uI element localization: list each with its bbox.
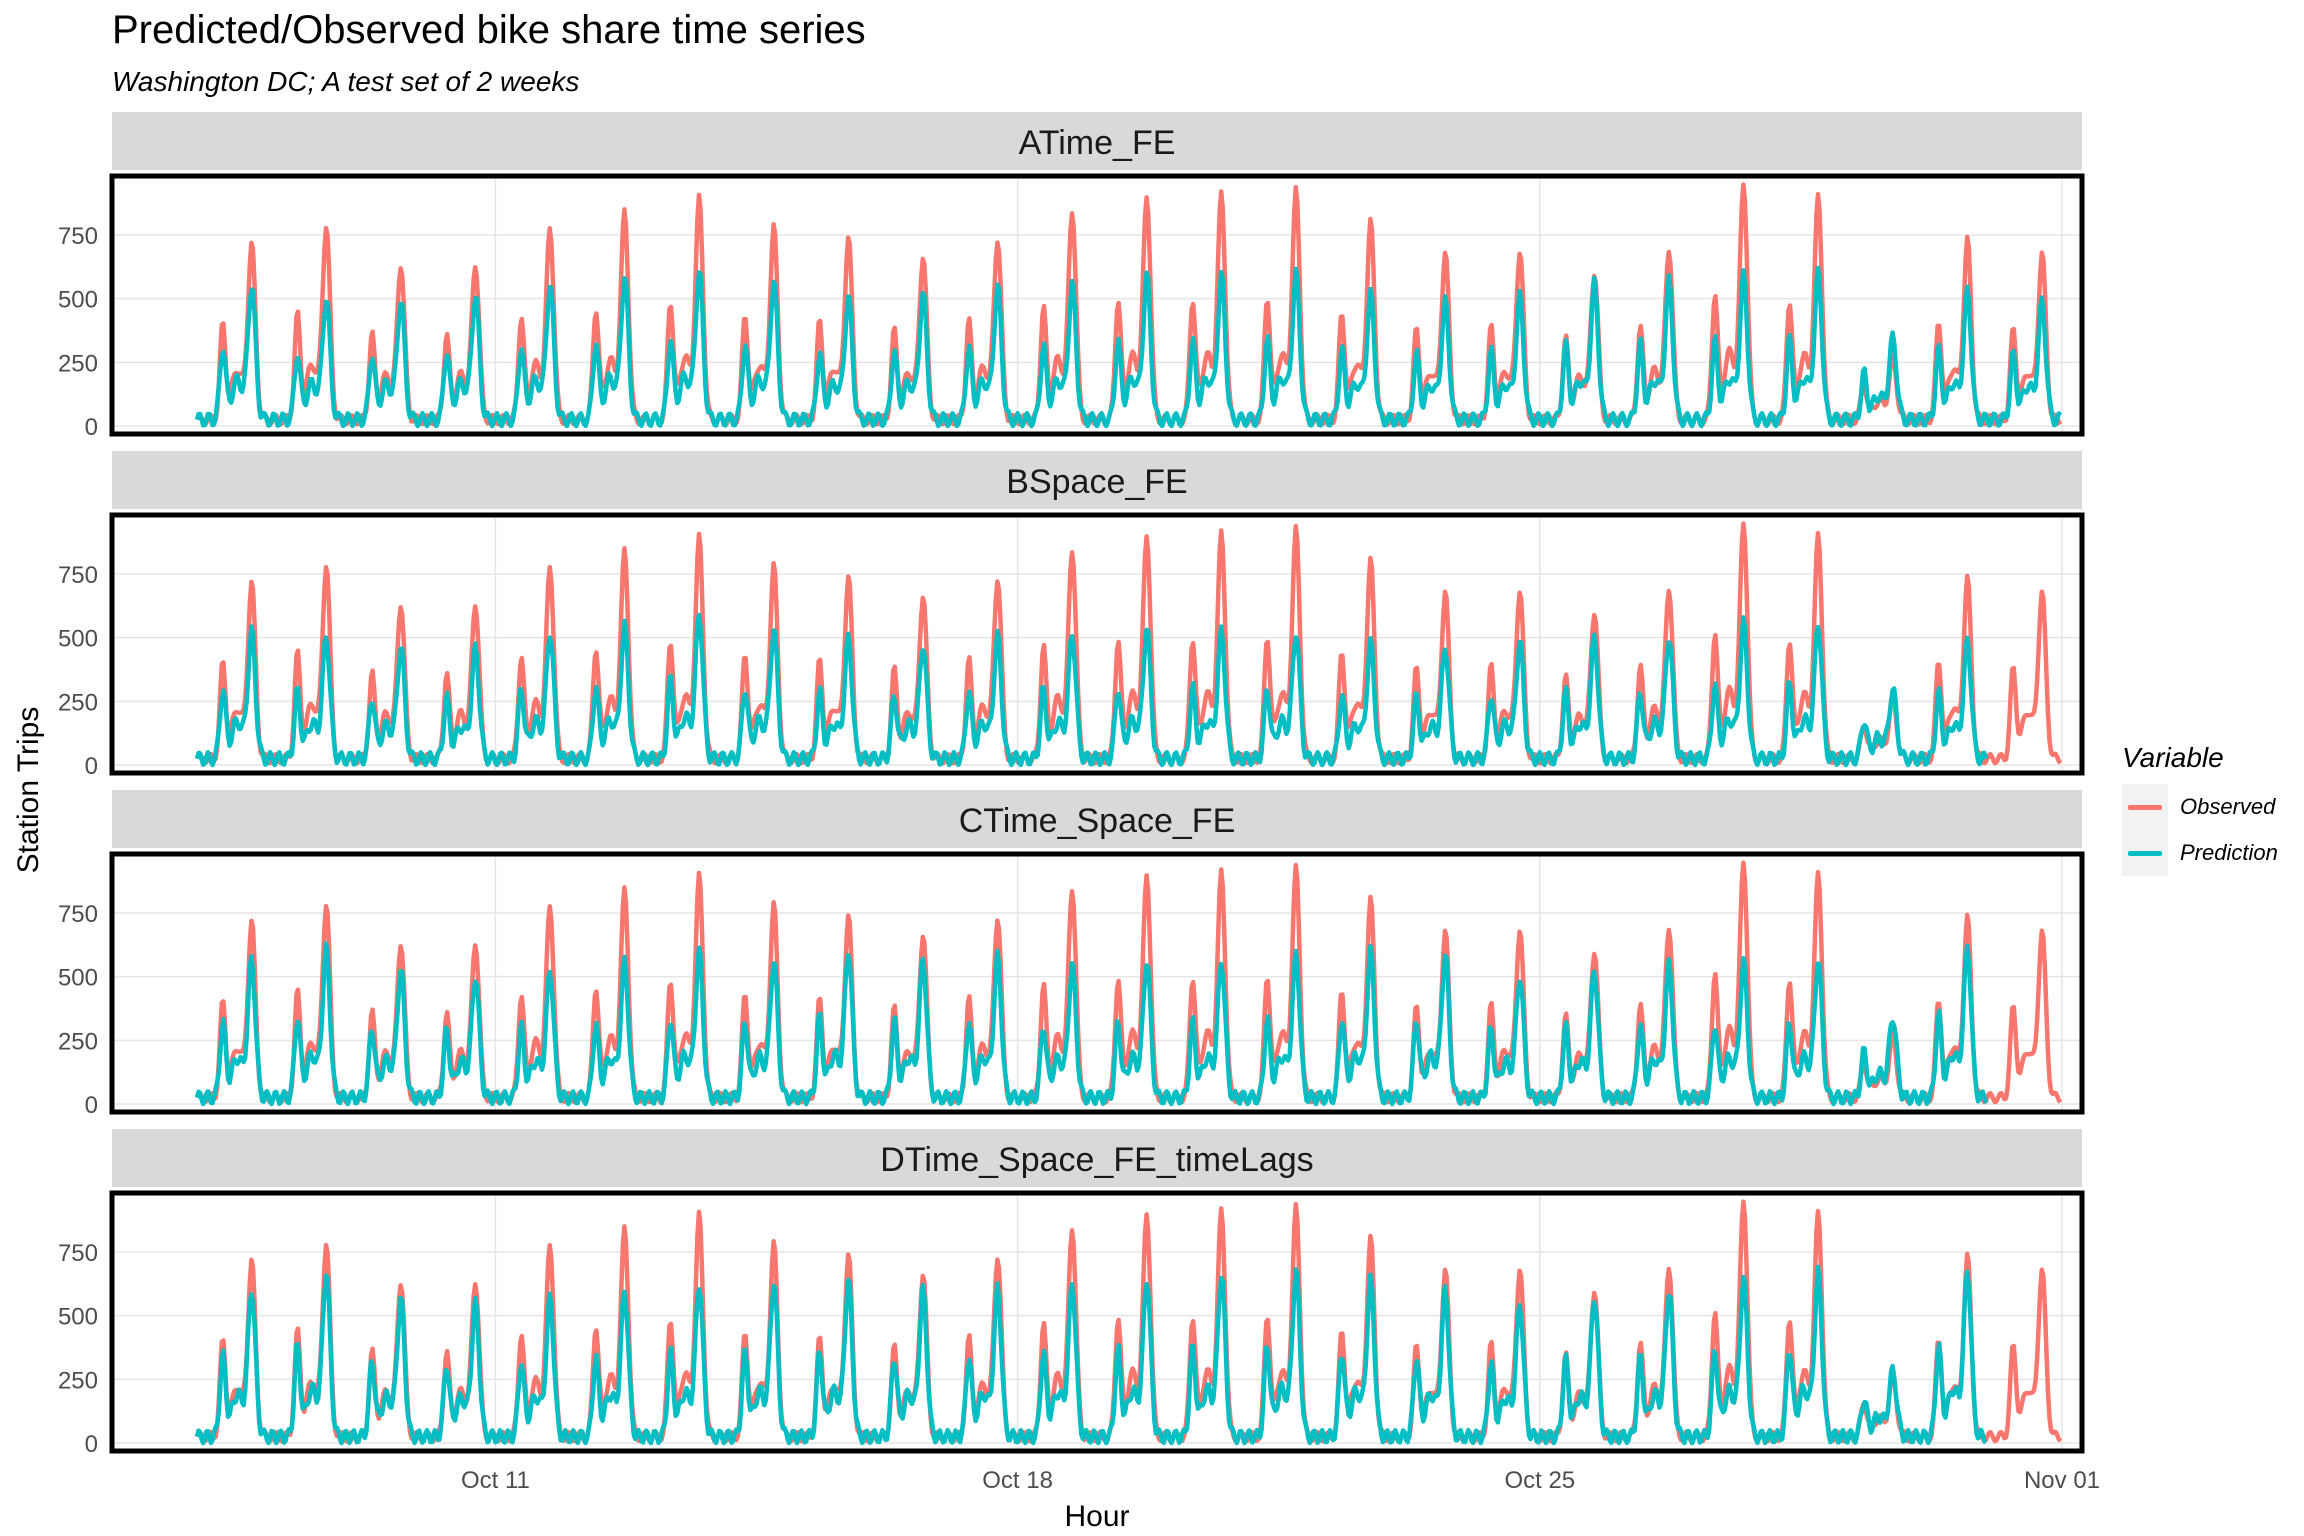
y-tick-label: 250: [58, 350, 98, 377]
facet-strip: [112, 790, 2082, 848]
facet-label: BSpace_FE: [1006, 463, 1187, 501]
y-tick-label: 500: [58, 965, 98, 992]
chart-title: Predicted/Observed bike share time serie…: [112, 8, 866, 52]
y-tick-label: 750: [58, 901, 98, 928]
y-tick-label: 750: [58, 562, 98, 589]
legend-title: Variable: [2122, 742, 2224, 773]
legend-item-observed: Observed: [2122, 784, 2278, 830]
legend-key-prediction: [2122, 830, 2168, 876]
facet-strip: [112, 451, 2082, 509]
prediction-swatch: [2128, 851, 2162, 856]
y-tick-label: 250: [58, 689, 98, 716]
y-tick-label: 0: [85, 1431, 98, 1458]
legend-label-observed: Observed: [2180, 794, 2276, 819]
legend-key-observed: [2122, 784, 2168, 830]
observed-swatch: [2128, 805, 2162, 810]
legend: Variable Observed Prediction: [2122, 742, 2278, 876]
y-tick-label: 0: [85, 753, 98, 780]
prediction-line: [194, 941, 1989, 1107]
prediction-line: [194, 265, 2062, 429]
y-tick-label: 250: [58, 1367, 98, 1394]
y-tick-label: 500: [58, 287, 98, 314]
y-tick-label: 0: [85, 414, 98, 441]
y-tick-label: 500: [58, 1304, 98, 1331]
x-tick-label: Oct 11: [461, 1467, 530, 1494]
facet-panel-border: [109, 173, 2085, 437]
y-tick-label: 0: [85, 1092, 98, 1119]
y-tick-label: 500: [58, 626, 98, 653]
x-tick-label: Nov 01: [2024, 1467, 2100, 1494]
facet-panel-border: [109, 512, 2085, 776]
legend-item-prediction: Prediction: [2122, 830, 2278, 876]
y-axis-label: Station Trips: [12, 707, 45, 874]
chart-subtitle: Washington DC; A test set of 2 weeks: [112, 66, 580, 97]
legend-label-prediction: Prediction: [2180, 840, 2278, 865]
facet-strip: [112, 1129, 2082, 1187]
facet-label: DTime_Space_FE_timeLags: [880, 1141, 1313, 1179]
x-tick-label: Oct 25: [1504, 1467, 1575, 1494]
facet-panel-border: [109, 1190, 2085, 1454]
x-tick-label: Oct 18: [982, 1467, 1053, 1494]
facet-label: CTime_Space_FE: [959, 802, 1236, 840]
facet-label: ATime_FE: [1019, 124, 1176, 162]
prediction-line: [194, 612, 1989, 768]
x-axis-label: Hour: [1064, 1500, 1129, 1533]
prediction-line: [194, 1264, 1988, 1446]
y-tick-label: 750: [58, 1240, 98, 1267]
facet-strip: [112, 112, 2082, 170]
facet-panel-border: [109, 851, 2085, 1115]
y-tick-label: 750: [58, 223, 98, 250]
y-tick-label: 250: [58, 1028, 98, 1055]
